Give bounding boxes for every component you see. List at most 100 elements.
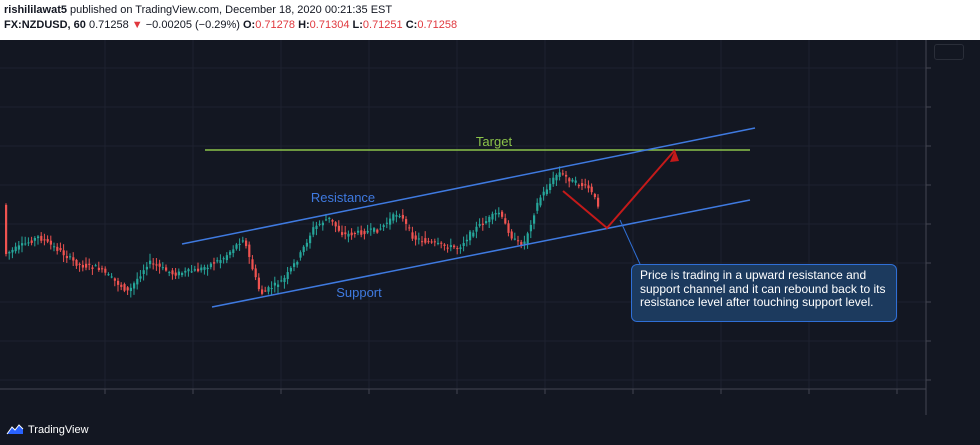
candle-body — [539, 197, 542, 206]
candle-body — [184, 270, 187, 273]
candle-body — [53, 246, 56, 248]
candle-body — [353, 232, 356, 234]
candle-body — [462, 243, 465, 246]
resistance-label: Resistance — [311, 190, 375, 205]
price-change: −0.00205 (−0.29%) — [145, 19, 240, 31]
candle-body — [235, 244, 238, 249]
candle-body — [30, 240, 33, 243]
resistance-line[interactable] — [181, 127, 756, 245]
candle-body — [497, 212, 500, 215]
candlestick-series — [5, 166, 600, 298]
candle-body — [110, 276, 113, 278]
candle-body — [219, 260, 222, 264]
candle-body — [133, 283, 136, 289]
candle-body — [46, 239, 49, 242]
candle-body — [168, 272, 171, 274]
candle-body — [456, 248, 459, 250]
candle-body — [401, 214, 404, 219]
candle-body — [62, 250, 65, 256]
candle-body — [222, 258, 225, 260]
candle-body — [504, 218, 507, 224]
candle-body — [139, 276, 142, 279]
open-label: O: — [243, 19, 256, 31]
candle-body — [433, 241, 436, 243]
candle-body — [392, 214, 395, 221]
candle-body — [581, 183, 584, 187]
auto-scale-button[interactable] — [934, 44, 964, 60]
candle-body — [421, 241, 424, 243]
candle-body — [590, 186, 593, 193]
candle-body — [526, 233, 529, 244]
high-label: H: — [298, 19, 310, 31]
candle-body — [507, 223, 510, 233]
candle-body — [424, 238, 427, 243]
candle-body — [328, 217, 331, 220]
candle-body — [37, 236, 40, 239]
author-name[interactable]: rishililawat5 — [4, 4, 67, 16]
candle-body — [8, 252, 11, 254]
candle-body — [350, 232, 353, 236]
low-label: L: — [352, 19, 363, 31]
support-line[interactable] — [211, 199, 751, 308]
axis-ticks — [104, 67, 931, 394]
candle-body — [529, 224, 532, 232]
candle-body — [373, 228, 376, 232]
candle-body — [481, 223, 484, 225]
callout-pointer — [619, 219, 641, 265]
candle-body — [357, 230, 360, 233]
candle-body — [584, 184, 587, 186]
candle-body — [574, 180, 577, 183]
candle-body — [229, 251, 232, 255]
candle-body — [88, 263, 91, 265]
symbol-name: FX:NZDUSD, 60 — [4, 19, 86, 31]
brand-link[interactable]: TradingView — [6, 423, 89, 436]
candle-body — [193, 269, 196, 271]
candle-body — [11, 249, 14, 253]
candle-body — [72, 257, 75, 261]
candle-body — [165, 267, 168, 271]
candle-body — [17, 245, 20, 250]
close-label: C: — [405, 19, 418, 31]
candle-body — [136, 278, 139, 285]
candle-body — [216, 260, 219, 262]
chart-area[interactable]: Target Resistance Support — [0, 40, 980, 415]
candle-body — [325, 219, 328, 221]
candle-body — [158, 263, 161, 267]
candle-body — [24, 243, 27, 245]
candle-body — [389, 218, 392, 225]
candle-body — [101, 268, 104, 270]
candle-body — [453, 245, 456, 248]
open-value: 0.71278 — [255, 19, 295, 31]
grid-lines — [0, 40, 926, 389]
candle-body — [49, 240, 52, 245]
candle-body — [213, 262, 216, 264]
candle-body — [65, 256, 68, 259]
candle-body — [264, 290, 267, 292]
candle-body — [587, 185, 590, 189]
candle-body — [491, 213, 494, 220]
candle-body — [113, 278, 116, 281]
change-down-icon: ▼ — [131, 19, 143, 31]
candle-body — [568, 178, 571, 182]
candle-body — [174, 272, 177, 276]
candle-body — [523, 241, 526, 244]
annotation-callout[interactable]: Price is trading in a upward resistance … — [631, 264, 897, 322]
candle-body — [561, 173, 564, 175]
candle-body — [270, 288, 273, 290]
candle-body — [97, 267, 100, 270]
candle-body — [152, 263, 155, 265]
candle-body — [485, 221, 488, 224]
price-chart[interactable]: Target Resistance Support — [0, 40, 980, 415]
projection-path[interactable] — [562, 149, 676, 230]
candle-body — [398, 216, 401, 218]
candle-body — [81, 264, 84, 268]
candle-body — [545, 189, 548, 195]
candle-body — [395, 215, 398, 217]
candle-body — [305, 242, 308, 247]
candle-body — [299, 252, 302, 258]
candle-body — [565, 174, 568, 177]
candle-body — [341, 232, 344, 235]
candle-body — [75, 259, 78, 266]
candle-body — [446, 247, 449, 249]
